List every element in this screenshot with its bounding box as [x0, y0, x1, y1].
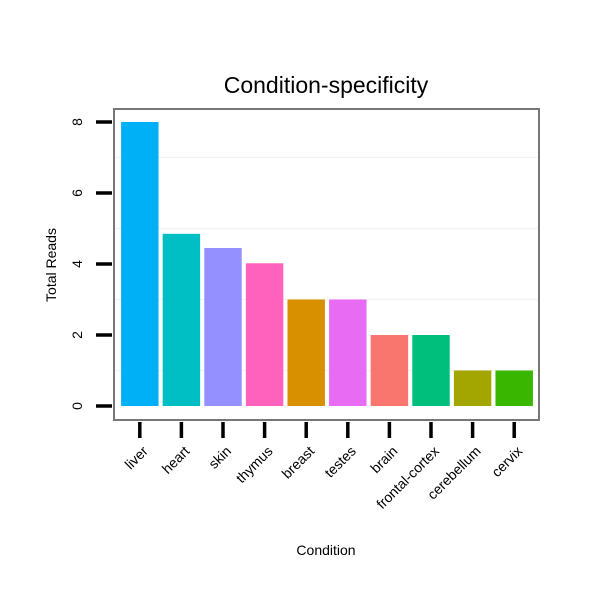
y-tick-label-8: 8 [69, 118, 85, 126]
plot-frame [113, 108, 540, 421]
chart-title: Condition-specificity [224, 72, 429, 98]
bar-breast [287, 299, 325, 406]
bar-cervix [495, 370, 533, 406]
y-tick-label-6: 6 [69, 189, 85, 197]
x-axis-label: Condition [296, 542, 355, 558]
bar-skin [204, 248, 242, 406]
bar-brain [370, 335, 409, 406]
y-tick-label-2: 2 [69, 331, 85, 339]
bar-testes [329, 299, 367, 406]
bar-thymus [245, 263, 284, 406]
y-tick-label-0: 0 [69, 402, 85, 410]
y-tick-label-4: 4 [69, 260, 85, 268]
y-axis: 0 2 4 6 8 [69, 118, 112, 410]
bar-heart [162, 233, 201, 406]
bars [121, 122, 533, 406]
y-axis-label: Total Reads [43, 228, 59, 302]
bar-cerebellum [453, 370, 492, 406]
bar-frontal-cortex [412, 335, 450, 406]
bar-liver [121, 122, 159, 406]
